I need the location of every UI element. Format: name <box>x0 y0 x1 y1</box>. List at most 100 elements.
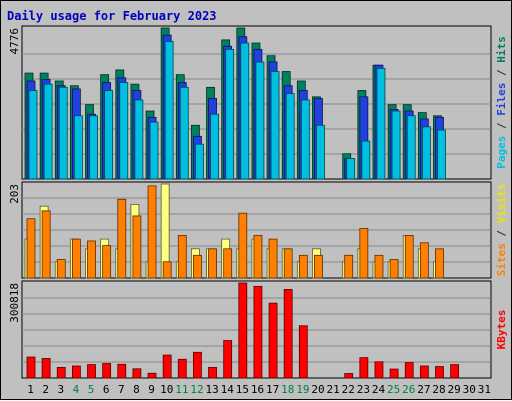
bar-pages-day-27 <box>421 126 431 180</box>
bar-kbytes-day-12 <box>193 351 202 379</box>
bar-kbytes-day-26 <box>404 362 414 379</box>
panel-top: 4776 Pages / Files / Hits <box>8 25 508 180</box>
bar-sites-day-8 <box>132 215 142 279</box>
bar-kbytes-day-29 <box>450 364 460 379</box>
bar-kbytes-day-16 <box>253 285 263 379</box>
x-tick-label-day-18: 18 <box>281 383 294 396</box>
x-tick-label-day-10: 10 <box>160 383 173 396</box>
x-tick-label-day-24: 24 <box>372 383 386 396</box>
bar-sites-day-3 <box>56 259 66 279</box>
bar-kbytes-day-14 <box>223 340 233 379</box>
bar-sites-day-22 <box>344 254 354 279</box>
bar-sites-day-1 <box>26 218 36 279</box>
bar-pages-day-8 <box>134 99 144 180</box>
bar-pages-day-4 <box>73 115 83 180</box>
bar-kbytes-day-3 <box>56 366 66 379</box>
x-tick-label-day-2: 2 <box>42 383 49 396</box>
bar-pages-day-13 <box>210 113 219 180</box>
x-tick-label-day-8: 8 <box>133 383 140 396</box>
bar-sites-day-4 <box>71 238 81 279</box>
bar-sites-day-24 <box>374 254 384 279</box>
x-tick-label-day-29: 29 <box>448 383 461 396</box>
bar-pages-day-22 <box>346 158 356 180</box>
bar-sites-day-23 <box>359 228 369 279</box>
x-tick-label-day-16: 16 <box>251 383 264 396</box>
bar-kbytes-day-13 <box>208 366 217 379</box>
bar-pages-day-18 <box>285 93 295 180</box>
x-tick-label-day-3: 3 <box>58 383 65 396</box>
panel-bottom-legend: KBytes <box>495 310 508 350</box>
x-tick-label-day-21: 21 <box>327 383 340 396</box>
bar-sites-day-17 <box>268 238 278 279</box>
bar-kbytes-day-27 <box>419 365 429 379</box>
panel-middle-legend: Sites / Visits <box>495 184 508 277</box>
x-tick-label-day-25: 25 <box>387 383 400 396</box>
bar-pages-day-23 <box>361 140 371 180</box>
bar-kbytes-day-6 <box>102 363 112 379</box>
x-tick-label-day-11: 11 <box>175 383 188 396</box>
bar-pages-day-20 <box>316 124 325 180</box>
bar-pages-day-11 <box>179 86 189 180</box>
bar-pages-day-24 <box>376 67 386 180</box>
x-axis-labels: 1 2 3 4 5 6 7 8 9 10 11 12 13 14 15 16 17 18 19 20 21 22 23 24 2… <box>27 383 491 396</box>
x-tick-label-day-13: 13 <box>205 383 218 396</box>
panel-top-legend-item: Pages <box>495 136 508 169</box>
bar-sites-day-13 <box>208 248 217 279</box>
bar-pages-day-6 <box>104 90 114 180</box>
panel-top-legend: Pages / Files / Hits <box>495 36 508 169</box>
x-tick-label-day-30: 30 <box>463 383 476 396</box>
bar-kbytes-day-24 <box>374 361 384 379</box>
bar-sites-day-20 <box>314 254 323 279</box>
panel-middle-legend-item: Sites <box>495 243 508 276</box>
x-tick-label-day-6: 6 <box>103 383 110 396</box>
bar-sites-day-14 <box>223 248 233 279</box>
bar-pages-day-19 <box>300 99 310 180</box>
bar-kbytes-day-5 <box>87 364 96 379</box>
bar-pages-day-28 <box>437 129 446 180</box>
bar-pages-day-17 <box>270 71 280 180</box>
x-tick-label-day-27: 27 <box>417 383 430 396</box>
bar-kbytes-day-7 <box>117 363 127 379</box>
bar-sites-day-6 <box>102 245 112 279</box>
panel-bottom-ymax-label: 300818 <box>8 283 21 323</box>
bar-pages-day-15 <box>240 42 250 180</box>
x-tick-label-day-4: 4 <box>73 383 80 396</box>
x-tick-label-day-19: 19 <box>296 383 309 396</box>
bar-kbytes-day-1 <box>26 356 36 379</box>
x-tick-label-day-9: 9 <box>148 383 155 396</box>
bar-sites-day-7 <box>117 198 127 279</box>
bar-sites-day-5 <box>87 240 96 279</box>
bar-sites-day-12 <box>193 254 202 279</box>
bar-pages-day-2 <box>43 83 53 180</box>
panel-middle-ymax-label: 203 <box>8 184 21 204</box>
bar-kbytes-day-25 <box>389 368 399 379</box>
bar-pages-day-10 <box>164 41 174 180</box>
x-tick-label-day-12: 12 <box>190 383 203 396</box>
bar-sites-day-19 <box>298 254 308 279</box>
bar-pages-day-5 <box>89 115 98 180</box>
panel-top-legend-item: Files <box>495 83 508 116</box>
x-tick-label-day-15: 15 <box>236 383 249 396</box>
x-tick-label-day-20: 20 <box>311 383 324 396</box>
bar-kbytes-day-15 <box>238 282 248 379</box>
x-tick-label-day-7: 7 <box>118 383 125 396</box>
x-tick-label-day-26: 26 <box>402 383 415 396</box>
bar-kbytes-day-9 <box>147 372 157 379</box>
panel-top-legend-item: Hits <box>495 36 508 63</box>
bar-pages-day-12 <box>195 143 204 180</box>
chart-panels: 4776 Pages / Files / Hits 203 Sites / Visit… <box>8 25 508 379</box>
bar-sites-day-10 <box>162 261 172 279</box>
bar-kbytes-day-23 <box>359 357 369 379</box>
bar-sites-day-2 <box>41 210 51 279</box>
bar-pages-day-26 <box>406 115 416 180</box>
bar-kbytes-day-28 <box>435 366 444 379</box>
bar-pages-day-25 <box>391 110 401 180</box>
bar-pages-day-14 <box>225 48 235 180</box>
bar-sites-day-15 <box>238 212 248 279</box>
bar-kbytes-day-18 <box>283 289 293 379</box>
bar-kbytes-day-8 <box>132 368 142 379</box>
x-tick-label-day-23: 23 <box>357 383 370 396</box>
x-tick-label-day-17: 17 <box>266 383 279 396</box>
